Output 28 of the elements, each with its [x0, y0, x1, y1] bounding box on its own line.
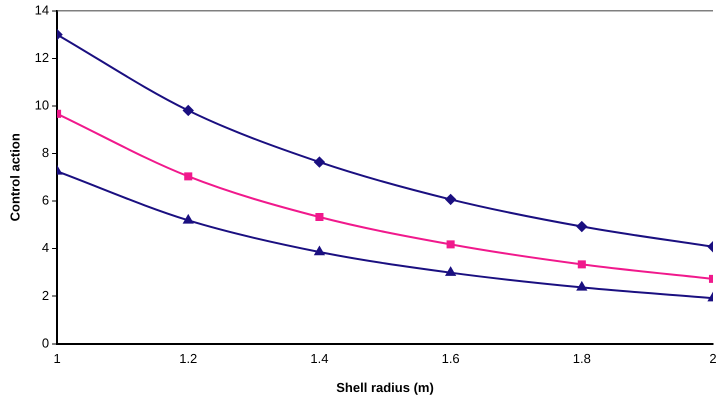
y-tick-label: 0: [42, 335, 50, 350]
y-tick-label: 14: [34, 2, 50, 18]
point: [314, 246, 325, 256]
point: [445, 266, 456, 276]
point: [576, 221, 588, 232]
x-tick-label: 2: [709, 351, 717, 366]
point: [446, 240, 455, 248]
y-tick-label: 2: [42, 288, 50, 303]
point: [182, 104, 194, 116]
x-tick-label: 1.8: [572, 351, 591, 366]
x-axis-title: Shell radius (m): [336, 380, 434, 395]
point: [314, 156, 325, 168]
x-tick-label: 1: [53, 351, 61, 366]
y-tick-label: 6: [42, 192, 50, 208]
x-tick-label: 1.4: [310, 351, 328, 366]
y-tick-label: 4: [42, 240, 50, 256]
point: [576, 281, 588, 291]
point: [182, 214, 194, 224]
point: [445, 194, 456, 205]
y-tick-label: 8: [42, 145, 50, 160]
y-axis-title: Control action: [7, 133, 22, 222]
point: [578, 260, 586, 268]
x-tick-label: 1.6: [442, 351, 460, 366]
point: [315, 212, 324, 222]
y-tick-label: 10: [34, 98, 50, 113]
point: [184, 172, 192, 180]
y-tick-label: 12: [34, 50, 50, 65]
x-tick-label: 1.2: [179, 351, 198, 366]
